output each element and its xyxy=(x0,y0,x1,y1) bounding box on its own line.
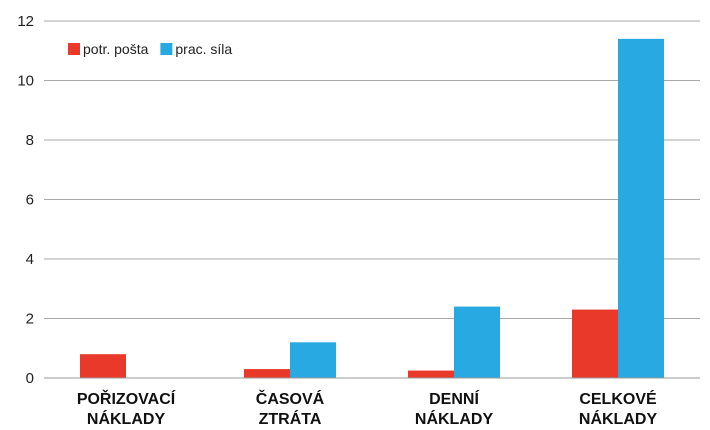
x-axis-categories: POŘIZOVACÍNÁKLADYČASOVÁZTRÁTADENNÍNÁKLAD… xyxy=(77,389,658,428)
bar-potrpota-0 xyxy=(80,354,126,378)
x-category-label: CELKOVÉ xyxy=(579,389,657,408)
bar-pracsla-2 xyxy=(454,306,500,378)
bar-potrpota-3 xyxy=(572,309,618,378)
x-category-label: POŘIZOVACÍ xyxy=(77,389,176,408)
y-tick-label: 10 xyxy=(17,73,34,90)
y-axis-ticks: 0 2 4 6 8 10 12 xyxy=(17,13,34,387)
legend-label: prac. síla xyxy=(175,41,232,57)
x-category-label: NÁKLADY xyxy=(415,409,494,428)
y-tick-label: 6 xyxy=(26,192,34,209)
y-tick-label: 8 xyxy=(26,132,34,149)
y-tick-label: 12 xyxy=(17,13,34,30)
x-category-label: DENNÍ xyxy=(429,389,479,408)
x-category-label: NÁKLADY xyxy=(579,409,658,428)
gridlines xyxy=(44,20,700,319)
bar-pracsla-3 xyxy=(618,38,664,378)
y-tick-label: 4 xyxy=(26,251,34,268)
legend: potr. pošta prac. síla xyxy=(68,41,232,57)
x-category-label: NÁKLADY xyxy=(87,409,166,428)
bar-potrpota-1 xyxy=(244,369,290,378)
y-tick-label: 2 xyxy=(26,311,34,328)
bar-pracsla-1 xyxy=(290,342,336,378)
bar-potrpota-2 xyxy=(408,370,454,378)
y-tick-label: 0 xyxy=(26,370,34,387)
x-category-label: ČASOVÁ xyxy=(256,389,325,408)
legend-swatch xyxy=(68,43,80,55)
bars xyxy=(80,38,664,378)
legend-swatch xyxy=(160,43,173,55)
legend-label: potr. pošta xyxy=(83,41,149,57)
x-category-label: ZTRÁTA xyxy=(259,409,322,428)
